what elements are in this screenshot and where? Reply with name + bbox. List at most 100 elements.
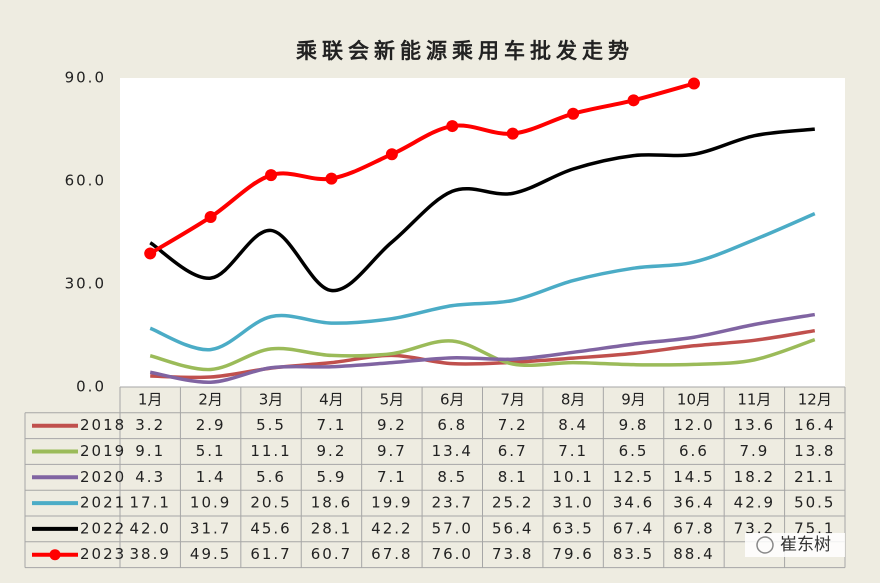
table-cell: 17.1 xyxy=(130,494,171,512)
series-marker xyxy=(506,127,519,140)
table-cell: 67.8 xyxy=(371,545,412,563)
x-tick-label: 4月 xyxy=(319,390,344,408)
table-cell: 57.0 xyxy=(432,519,473,537)
y-tick-label: 30.0 xyxy=(65,275,106,293)
series-marker xyxy=(567,107,580,120)
table-cell: 67.4 xyxy=(613,519,654,537)
x-tick-label: 12月 xyxy=(798,390,832,408)
table-cell: 12.5 xyxy=(613,468,654,486)
table-cell: 73.8 xyxy=(492,545,533,563)
table-cell: 4.3 xyxy=(135,468,165,486)
y-tick-label: 0.0 xyxy=(76,378,106,396)
table-cell: 13.4 xyxy=(432,442,473,460)
table-cell: 63.5 xyxy=(552,519,593,537)
table-cell: 88.4 xyxy=(673,545,714,563)
x-tick-label: 7月 xyxy=(500,390,525,408)
series-marker xyxy=(385,148,398,161)
table-cell: 9.7 xyxy=(377,442,407,460)
series-line xyxy=(149,81,695,256)
table-cell: 13.6 xyxy=(734,416,775,434)
table-cell: 12.0 xyxy=(673,416,714,434)
table-cell: 6.8 xyxy=(437,416,467,434)
x-tick-label: 3月 xyxy=(259,390,284,408)
table-cell: 5.5 xyxy=(256,416,286,434)
table-cell: 21.1 xyxy=(794,468,835,486)
legend-label: 2019 xyxy=(80,442,126,460)
table-cell: 8.4 xyxy=(558,416,588,434)
table-cell: 9.2 xyxy=(377,416,407,434)
table-cell: 61.7 xyxy=(250,545,291,563)
y-tick-label: 90.0 xyxy=(65,69,106,87)
watermark: 崔东树 xyxy=(780,535,831,555)
table-cell: 7.1 xyxy=(317,416,347,434)
x-tick-label: 5月 xyxy=(380,390,405,408)
table-cell: 5.6 xyxy=(256,468,286,486)
table-cell: 7.9 xyxy=(739,442,769,460)
table-cell: 18.6 xyxy=(311,494,352,512)
table-cell: 1.4 xyxy=(196,468,226,486)
table-cell: 23.7 xyxy=(432,494,473,512)
table-cell: 7.1 xyxy=(558,442,588,460)
x-tick-label: 10月 xyxy=(677,390,711,408)
legend-marker xyxy=(49,549,61,561)
legend-label: 2021 xyxy=(80,494,126,512)
x-tick-label: 6月 xyxy=(440,390,465,408)
series-marker xyxy=(627,94,640,107)
table-cell: 6.5 xyxy=(619,442,649,460)
legend-label: 2018 xyxy=(80,416,126,434)
table-cell: 38.9 xyxy=(130,545,171,563)
table-cell: 18.2 xyxy=(734,468,775,486)
series-line xyxy=(149,212,816,352)
table-cell: 42.2 xyxy=(371,519,412,537)
x-tick-label: 11月 xyxy=(737,390,771,408)
legend-label: 2020 xyxy=(80,468,126,486)
table-cell: 5.9 xyxy=(317,468,347,486)
table-cell: 76.0 xyxy=(432,545,473,563)
x-tick-label: 9月 xyxy=(621,390,646,408)
table-cell: 7.1 xyxy=(377,468,407,486)
table-cell: 8.5 xyxy=(437,468,467,486)
table-cell: 16.4 xyxy=(794,416,835,434)
table-cell: 31.7 xyxy=(190,519,231,537)
x-tick-label: 2月 xyxy=(198,390,223,408)
series-line xyxy=(149,312,816,384)
legend-label: 2022 xyxy=(80,519,126,537)
series-marker xyxy=(204,211,217,224)
legend-label: 2023 xyxy=(80,545,126,563)
series-marker xyxy=(446,120,459,133)
table-cell: 14.5 xyxy=(673,468,714,486)
table-cell: 36.4 xyxy=(673,494,714,512)
table-cell: 2.9 xyxy=(196,416,226,434)
table-cell: 8.1 xyxy=(498,468,528,486)
table-cell: 42.0 xyxy=(130,519,171,537)
chart-title: 乘联会新能源乘用车批发走势 xyxy=(295,39,634,63)
table-cell: 25.2 xyxy=(492,494,533,512)
table-cell: 50.5 xyxy=(794,494,835,512)
table-cell: 42.9 xyxy=(734,494,775,512)
table-cell: 28.1 xyxy=(311,519,352,537)
table-cell: 75.1 xyxy=(794,519,835,537)
table-cell: 79.6 xyxy=(552,545,593,563)
table-cell: 5.1 xyxy=(196,442,226,460)
table-cell: 31.0 xyxy=(552,494,593,512)
table-cell: 7.2 xyxy=(498,416,528,434)
x-tick-label: 8月 xyxy=(561,390,586,408)
y-tick-label: 60.0 xyxy=(65,172,106,190)
table-cell: 9.8 xyxy=(619,416,649,434)
table-cell: 20.5 xyxy=(250,494,291,512)
table-cell: 6.7 xyxy=(498,442,528,460)
series-marker xyxy=(687,77,700,90)
table-cell: 10.9 xyxy=(190,494,231,512)
series-marker xyxy=(325,172,338,185)
table-cell: 3.2 xyxy=(135,416,165,434)
table-cell: 45.6 xyxy=(250,519,291,537)
table-cell: 19.9 xyxy=(371,494,412,512)
table-cell: 49.5 xyxy=(190,545,231,563)
series-marker xyxy=(144,247,157,260)
table-cell: 13.8 xyxy=(794,442,835,460)
series-line xyxy=(149,127,815,293)
table-cell: 56.4 xyxy=(492,519,533,537)
x-tick-label: 1月 xyxy=(138,390,163,408)
